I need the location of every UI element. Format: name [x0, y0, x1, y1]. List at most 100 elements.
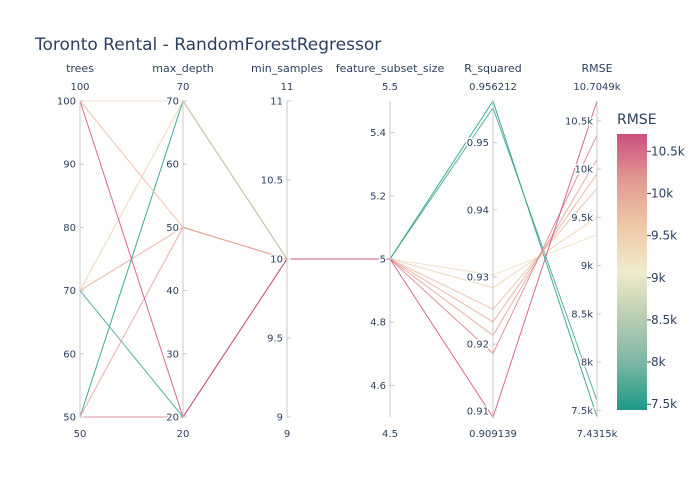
tick-label-halo: 10.5 [261, 176, 283, 187]
tick-label: 100 [57, 97, 76, 108]
tick-label: 7.5k [571, 406, 593, 417]
tick-label: 5 [380, 255, 386, 266]
tick-label-halo: 10 [270, 255, 283, 266]
tick-label: 70 [166, 97, 179, 108]
tick-label-halo: 0.92 [467, 340, 489, 351]
tick-label-halo: 0.94 [467, 205, 489, 216]
data-line-4 [79, 100, 598, 310]
tick-label-halo: 20 [166, 413, 179, 424]
tick-label-halo: 30 [166, 349, 179, 360]
axis-range-max: 10.7049k [573, 82, 620, 93]
tick-label-halo: 4.6 [370, 381, 386, 392]
tick-label: 0.92 [467, 340, 489, 351]
colorbar-tick-label: 8k [651, 355, 666, 369]
tick-label-halo: 0.91 [467, 407, 489, 418]
data-line-2 [79, 106, 598, 418]
tick-label: 40 [166, 286, 179, 297]
data-line-0 [80, 100, 598, 276]
tick-label: 9.5k [571, 213, 593, 224]
colorbar-tick-label: 7.5k [651, 397, 677, 411]
tick-label: 50 [166, 223, 179, 234]
tick-label: 10 [270, 255, 283, 266]
chart-title: Toronto Rental - RandomForestRegressor [34, 35, 381, 55]
axis-title: feature_subset_size [336, 62, 445, 75]
tick-label-halo: 90 [63, 160, 76, 171]
tick-label: 0.91 [467, 407, 489, 418]
tick-label-halo: 60 [166, 160, 179, 171]
tick-label-halo: 9.5 [267, 334, 283, 345]
tick-label-halo: 5.4 [370, 128, 386, 139]
tick-label-halo: 9.5k [571, 213, 593, 224]
colorbar-tick-label: 10.5k [651, 144, 685, 158]
axis-range-max: 100 [70, 82, 89, 93]
tick-label: 8k [581, 358, 593, 369]
tick-label-halo: 11 [270, 97, 283, 108]
data-line-8 [79, 100, 598, 419]
axes: trees1005050506060707080809090100100max_… [55, 62, 620, 440]
tick-label: 30 [166, 349, 179, 360]
axis-range-max: 11 [281, 82, 294, 93]
tick-label-halo: 50 [63, 413, 76, 424]
tick-label-halo: 40 [166, 286, 179, 297]
tick-label: 8.5k [571, 309, 593, 320]
axis-RMSE: RMSE10.7049k7.4315k7.5k7.5k8k8k8.5k8.5k9… [563, 62, 620, 440]
tick-label: 10k [574, 165, 593, 176]
data-line-6 [79, 159, 598, 418]
data-lines [79, 99, 598, 419]
tick-label: 4.8 [370, 318, 386, 329]
tick-label: 50 [63, 413, 76, 424]
colorbar-tick-label: 8.5k [651, 313, 677, 327]
tick-label: 90 [63, 160, 76, 171]
axis-title: RMSE [581, 62, 612, 75]
tick-label: 60 [63, 349, 76, 360]
axis-range-min: 7.4315k [577, 429, 618, 440]
tick-label: 5.4 [370, 128, 386, 139]
tick-label: 70 [63, 286, 76, 297]
colorbar-tick-label: 10k [651, 186, 673, 200]
tick-label: 9.5 [267, 334, 283, 345]
axis-range-max: 0.956212 [469, 82, 517, 93]
tick-label: 10.5k [565, 116, 593, 127]
tick-label-halo: 0.95 [467, 138, 489, 149]
tick-label: 0.94 [467, 205, 489, 216]
tick-label-halo: 80 [63, 223, 76, 234]
tick-label: 4.6 [370, 381, 386, 392]
axis-range-min: 20 [177, 429, 190, 440]
colorbar: RMSE 7.5k 8k 8.5k 9k 9.5k 10k 10.5k [617, 112, 685, 411]
tick-label-halo: 8.5k [571, 309, 593, 320]
tick-label-halo: 60 [63, 349, 76, 360]
axis-R_squared: R_squared0.9562120.9091390.910.910.920.9… [464, 62, 522, 440]
tick-label-halo: 7.5k [571, 406, 593, 417]
axis-range-min: 9 [284, 429, 290, 440]
tick-label-halo: 8k [581, 358, 593, 369]
tick-label-halo: 70 [63, 286, 76, 297]
colorbar-gradient [617, 134, 647, 410]
tick-label: 9k [581, 261, 593, 272]
colorbar-tick-label: 9.5k [651, 229, 677, 243]
axis-title: R_squared [464, 62, 522, 75]
tick-label: 0.93 [467, 272, 489, 283]
tick-label: 0.95 [467, 138, 489, 149]
tick-label-halo: 10.5k [565, 116, 593, 127]
tick-label-halo: 100 [57, 97, 76, 108]
tick-label-halo: 5 [380, 255, 386, 266]
tick-label: 11 [270, 97, 283, 108]
axis-feature_subset_size: feature_subset_size5.54.54.64.64.84.8555… [336, 62, 445, 440]
axis-title: max_depth [152, 62, 214, 75]
colorbar-title: RMSE [617, 112, 657, 128]
tick-label-halo: 5.2 [370, 191, 386, 202]
axis-range-min: 0.909139 [469, 429, 517, 440]
axis-title: trees [66, 62, 94, 75]
tick-label: 10.5 [261, 176, 283, 187]
tick-label-halo: 0.93 [467, 272, 489, 283]
tick-label-halo: 4.8 [370, 318, 386, 329]
axis-range-min: 4.5 [382, 429, 398, 440]
tick-label: 20 [166, 413, 179, 424]
tick-label: 60 [166, 160, 179, 171]
axis-title: min_samples [251, 62, 323, 75]
tick-label: 80 [63, 223, 76, 234]
tick-label-halo: 70 [166, 97, 179, 108]
